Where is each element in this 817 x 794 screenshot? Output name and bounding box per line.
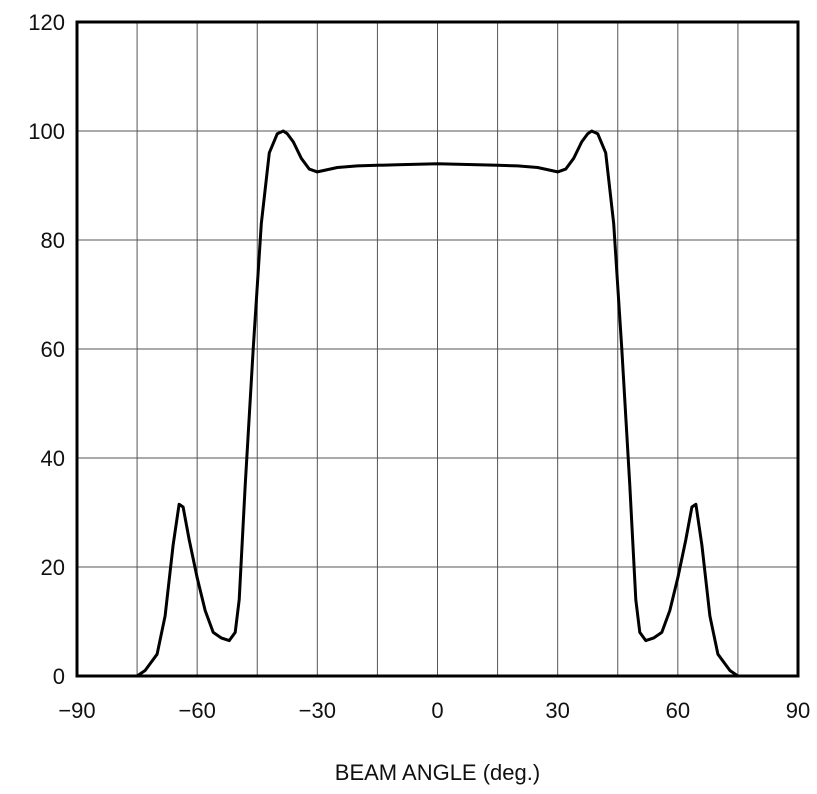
beam-pattern-line xyxy=(135,129,740,678)
x-tick-label: 90 xyxy=(786,698,810,723)
y-tick-label: 100 xyxy=(28,119,65,144)
x-axis-label: BEAM ANGLE (deg.) xyxy=(335,760,540,785)
y-tick-label: 80 xyxy=(41,228,65,253)
x-tick-label: −90 xyxy=(58,698,95,723)
x-tick-label: 0 xyxy=(431,698,443,723)
y-tick-label: 40 xyxy=(41,446,65,471)
x-axis-ticks: −90 −60 −30 0 30 60 90 xyxy=(58,698,810,723)
y-tick-label: 20 xyxy=(41,555,65,580)
grid-lines xyxy=(76,21,799,677)
y-tick-label: 0 xyxy=(53,664,65,689)
plot-frame xyxy=(75,20,800,678)
x-tick-label: 60 xyxy=(666,698,690,723)
y-tick-label: 60 xyxy=(41,337,65,362)
x-tick-label: −60 xyxy=(179,698,216,723)
y-tick-label: 120 xyxy=(28,10,65,35)
x-tick-label: −30 xyxy=(299,698,336,723)
y-axis-ticks: 0 20 40 60 80 100 120 xyxy=(28,10,65,689)
x-tick-label: 30 xyxy=(545,698,569,723)
